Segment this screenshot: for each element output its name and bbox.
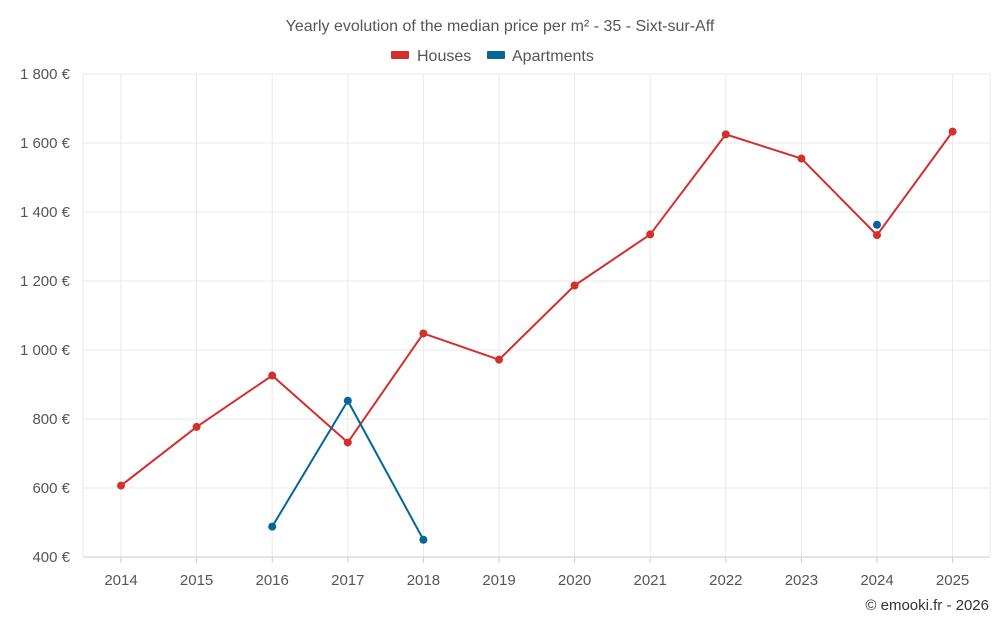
point-houses-2017[interactable] [343,438,352,447]
x-tick-label-2024: 2024 [860,572,893,589]
point-houses-2020[interactable] [570,281,579,290]
x-tick-label-2017: 2017 [331,572,364,589]
point-apartments-2016[interactable] [268,522,277,531]
x-tick-label-2014: 2014 [104,572,137,589]
point-apartments-2017[interactable] [343,396,352,405]
y-tick-label-800: 800 € [32,411,70,428]
legend: Houses Apartments [391,48,594,65]
y-tick-label-400: 400 € [32,549,70,566]
point-houses-2018[interactable] [419,329,428,338]
legend-item-houses[interactable]: Houses [391,48,471,65]
x-axis: 2014 2015 2016 2017 2018 2019 2020 2021 2022 2023… [104,557,969,589]
series-apartments [268,220,881,544]
chart-title: Yearly evolution of the median price per… [286,18,715,35]
x-tick-label-2023: 2023 [785,572,818,589]
point-houses-2014[interactable] [117,481,125,490]
legend-label-apartments: Apartments [512,48,594,65]
point-houses-2016[interactable] [268,371,277,380]
legend-swatch-apartments [487,51,505,59]
x-tick-label-2015: 2015 [180,572,213,589]
x-tick-label-2016: 2016 [256,572,289,589]
credit-text: © emooki.fr - 2026 [865,597,989,614]
legend-swatch-houses [391,51,409,59]
legend-item-apartments[interactable]: Apartments [487,48,594,65]
y-axis: 400 € 600 € 800 € 1 000 € 1 200 € 1 400 € 1 60… [20,66,71,566]
x-tick-label-2025: 2025 [936,572,969,589]
point-apartments-2024[interactable] [873,220,881,229]
y-tick-label-1600: 1 600 € [20,135,71,152]
y-tick-label-1000: 1 000 € [20,342,71,359]
y-tick-label-1200: 1 200 € [20,273,71,290]
x-tick-label-2019: 2019 [482,572,515,589]
point-houses-2025[interactable] [948,127,957,136]
y-tick-label-1800: 1 800 € [20,66,71,83]
point-houses-2023[interactable] [797,154,806,163]
x-tick-label-2021: 2021 [634,572,667,589]
x-tick-label-2020: 2020 [558,572,591,589]
point-apartments-2018[interactable] [419,535,428,544]
point-houses-2024[interactable] [873,231,881,240]
series-layer [117,127,957,544]
point-houses-2021[interactable] [646,230,655,239]
y-tick-label-600: 600 € [32,480,70,497]
point-houses-2022[interactable] [721,130,730,139]
y-tick-label-1400: 1 400 € [20,204,71,221]
series-line-houses [120,131,954,487]
legend-label-houses: Houses [417,48,471,65]
grid [82,73,991,558]
x-tick-label-2022: 2022 [709,572,742,589]
point-houses-2015[interactable] [192,422,201,431]
x-tick-label-2018: 2018 [407,572,440,589]
series-houses [117,127,957,490]
point-houses-2019[interactable] [495,355,503,364]
